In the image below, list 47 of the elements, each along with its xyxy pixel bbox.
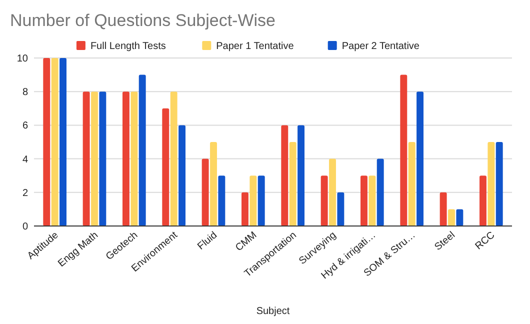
y-tick-label: 0	[22, 222, 28, 232]
bar	[480, 176, 486, 226]
bar	[496, 142, 503, 226]
bar	[250, 176, 257, 226]
bar	[320, 176, 328, 226]
chart-title: Number of Questions Subject-Wise	[10, 11, 276, 30]
bar	[298, 125, 304, 226]
bar	[337, 192, 344, 226]
bar	[91, 92, 98, 226]
bar	[360, 176, 368, 226]
y-tick-label: 8	[22, 87, 28, 98]
bar	[448, 209, 455, 226]
y-tick-label: 10	[16, 54, 28, 64]
legend-label: Paper 2 Tentative	[342, 41, 420, 52]
bar	[258, 176, 265, 226]
bar	[242, 192, 248, 226]
bar	[43, 58, 50, 226]
bar	[202, 158, 209, 226]
bar	[281, 125, 288, 226]
x-axis-title: Subject	[256, 306, 290, 317]
bar	[178, 125, 186, 226]
bar	[368, 176, 376, 226]
bar	[329, 158, 336, 226]
y-tick-label: 2	[22, 188, 28, 199]
bar	[218, 176, 226, 226]
bar	[488, 142, 495, 226]
bar	[416, 92, 424, 226]
bar	[408, 142, 416, 226]
bar	[376, 158, 384, 226]
bar	[138, 74, 146, 226]
bar	[99, 92, 106, 226]
bar	[170, 92, 178, 226]
bar	[456, 209, 464, 226]
bar	[60, 58, 66, 226]
bar	[51, 58, 58, 226]
bar	[289, 142, 296, 226]
legend-label: Full Length Tests	[90, 41, 166, 52]
bar	[122, 92, 130, 226]
bar	[162, 108, 170, 226]
bar	[210, 142, 217, 226]
bar	[400, 74, 408, 226]
legend-label: Paper 1 Tentative	[216, 41, 294, 52]
bar	[82, 92, 90, 226]
bar	[130, 92, 138, 226]
bar	[440, 192, 447, 226]
y-tick-label: 6	[22, 120, 28, 132]
y-tick-label: 4	[22, 154, 28, 166]
